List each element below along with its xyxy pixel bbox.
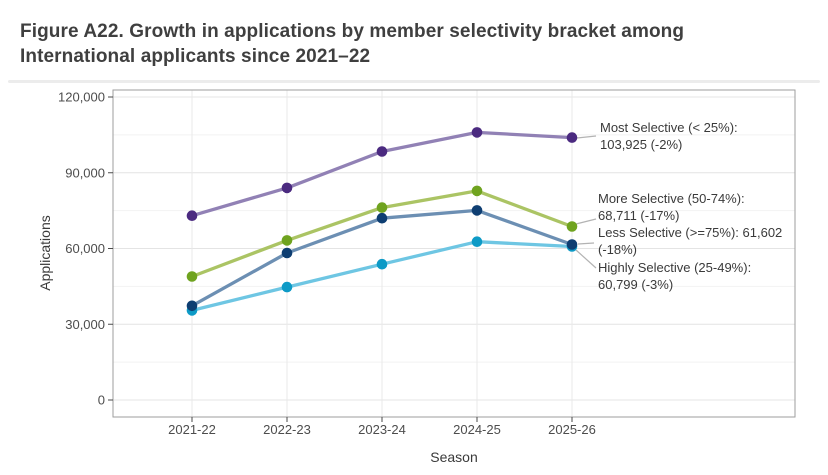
data-point-less-selective-2021-22 <box>186 300 198 312</box>
annotation-text-line: 60,799 (-3%) <box>598 277 674 292</box>
data-point-most-selective-2024-25 <box>471 127 483 138</box>
figure-top-divider <box>8 80 820 83</box>
data-point-highly-selective-2022-23 <box>281 281 293 293</box>
annotation-more-selective: More Selective (50-74%): 68,711 (-17%) <box>598 190 745 224</box>
annotation-text-line: 103,925 (-2%) <box>600 137 683 152</box>
x-axis-tick-label: 2021-22 <box>168 422 216 437</box>
x-axis-title: Season <box>430 449 477 465</box>
annotation-leader-highly-selective <box>575 249 597 269</box>
y-axis-tick-label: 60,000 <box>65 241 105 256</box>
data-point-most-selective-2025-26 <box>566 132 578 143</box>
annotation-leader-most-selective <box>576 135 597 139</box>
x-axis-tick-label: 2024-25 <box>453 422 501 437</box>
annotation-less-selective: Less Selective (>=75%): 61,602 (-18%) <box>598 224 782 258</box>
x-axis-tick-label: 2025-26 <box>548 422 596 437</box>
annotation-text-line: 68,711 (-17%) <box>598 208 680 223</box>
data-point-highly-selective-2024-25 <box>471 236 483 247</box>
annotation-most-selective: Most Selective (< 25%): 103,925 (-2%) <box>600 119 738 153</box>
y-axis-tick-label: 0 <box>98 393 105 408</box>
data-point-more-selective-2025-26 <box>566 221 578 232</box>
data-point-less-selective-2023-24 <box>376 212 388 224</box>
annotation-highly-selective: Highly Selective (25-49%): 60,799 (-3%) <box>598 259 751 293</box>
data-point-less-selective-2025-26 <box>566 239 578 250</box>
annotation-text-line: More Selective (50-74%): <box>598 191 745 206</box>
annotation-text-line: Less Selective (>=75%): 61,602 <box>598 225 783 240</box>
figure-title: Figure A22. Growth in applications by me… <box>20 19 684 69</box>
data-point-more-selective-2023-24 <box>376 202 388 213</box>
annotation-leader-more-selective <box>575 218 597 225</box>
chart-layers: 0 30,000 60,000 90,000 120,000 2021-22 2022-23… <box>58 89 796 437</box>
annotation-text-line: Highly Selective (25-49%): <box>598 260 752 275</box>
data-point-most-selective-2023-24 <box>376 146 388 157</box>
data-point-most-selective-2021-22 <box>186 210 198 221</box>
plot-panel-border <box>112 89 796 418</box>
x-axis-tick-label: 2022-23 <box>263 422 311 437</box>
figure-title-line1: Figure A22. Growth in applications by me… <box>20 21 685 42</box>
y-axis-title: Applications <box>37 215 53 291</box>
y-axis-tick-label: 30,000 <box>65 317 105 332</box>
figure-title-line2: International applicants since 2021–22 <box>20 46 371 67</box>
annotation-leader-less-selective <box>577 242 595 245</box>
data-point-less-selective-2022-23 <box>281 247 293 259</box>
annotation-text-line: Most Selective (< 25%): <box>600 120 738 135</box>
data-point-most-selective-2022-23 <box>281 182 293 194</box>
data-point-highly-selective-2023-24 <box>376 258 388 270</box>
x-axis-tick-label: 2023-24 <box>358 422 406 437</box>
data-point-less-selective-2024-25 <box>471 205 483 216</box>
annotation-text-line: (-18%) <box>598 242 638 257</box>
y-axis-tick-label: 120,000 <box>58 90 105 105</box>
y-axis-tick-label: 90,000 <box>65 165 105 180</box>
data-point-more-selective-2022-23 <box>281 235 293 246</box>
data-point-more-selective-2024-25 <box>471 185 483 197</box>
data-point-more-selective-2021-22 <box>186 271 198 282</box>
